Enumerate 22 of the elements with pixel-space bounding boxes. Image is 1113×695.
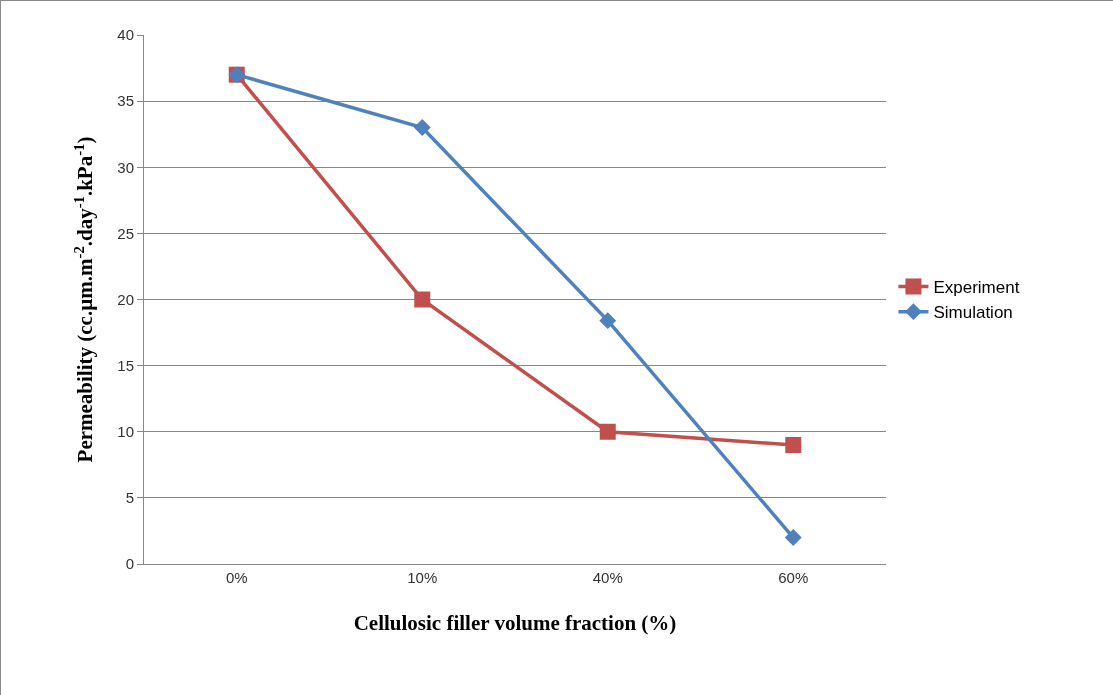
point (599, 423, 616, 440)
y-tick-label: 40 (117, 26, 134, 44)
y-tick-label: 15 (117, 356, 134, 374)
y-tick-label: 35 (117, 92, 134, 110)
x-tick-label: 10% (407, 569, 438, 586)
x-tick-label: 0% (225, 569, 248, 586)
point (413, 119, 431, 137)
point (414, 291, 431, 308)
x-tick-label: 40% (592, 569, 623, 586)
x-tick-label: 60% (778, 569, 809, 586)
legend-label: Experiment (933, 278, 1020, 298)
y-tick-label: 30 (117, 158, 134, 176)
y-tick-label: 20 (117, 290, 134, 308)
y-tick-label: 10 (117, 423, 134, 440)
y-tick-label: 5 (125, 489, 134, 507)
legend-label: Simulation (933, 303, 1013, 323)
point (784, 529, 802, 546)
point (599, 312, 617, 330)
y-tick-label: 25 (117, 224, 134, 242)
point (785, 436, 802, 453)
x-axis-title: Cellulosic filler volume fraction (%) (353, 611, 677, 636)
y-tick-label: 0 (125, 555, 134, 573)
